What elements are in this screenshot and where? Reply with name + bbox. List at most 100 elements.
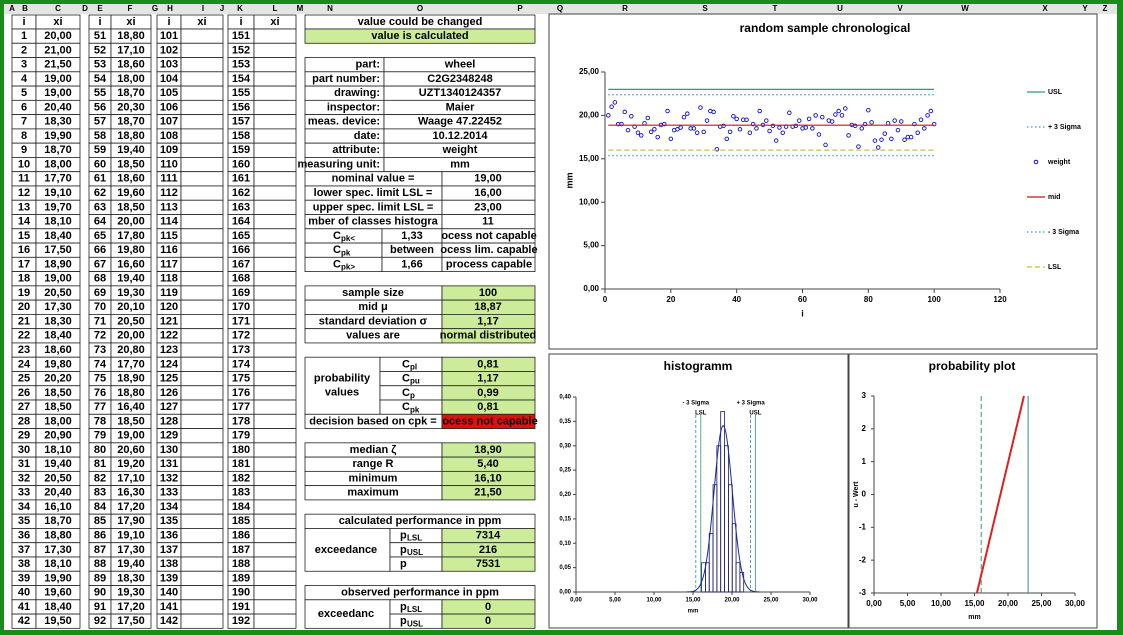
x-tick-label: 25,00 — [763, 598, 779, 604]
value-cell: 19,20 — [117, 458, 145, 470]
index-cell: 92 — [94, 615, 106, 627]
index-cell: 75 — [94, 373, 106, 385]
cell — [253, 57, 297, 73]
probability-value: 0,81 — [477, 401, 498, 413]
value-cell: 19,40 — [117, 273, 145, 285]
data-point — [701, 129, 707, 135]
robust-value: 16,10 — [474, 472, 502, 484]
symbol: C — [333, 230, 341, 242]
index-cell: 59 — [94, 144, 106, 156]
y-axis-label: mm — [564, 172, 574, 188]
data-point — [820, 114, 825, 120]
header-cell: xi — [197, 16, 206, 28]
data-point — [862, 121, 868, 127]
column-letter: F — [128, 4, 133, 13]
robust-value: 21,50 — [474, 487, 502, 499]
data-point — [629, 114, 634, 119]
index-cell: 135 — [160, 515, 178, 527]
data-point — [721, 123, 726, 129]
index-cell: 67 — [94, 258, 106, 270]
x-axis-label: i — [801, 308, 804, 318]
x-tick-label: 80 — [864, 295, 873, 304]
ppm-title: observed performance in ppm — [341, 587, 499, 599]
index-cell: 7 — [21, 116, 27, 128]
symbol: C — [402, 373, 410, 385]
index-cell: 180 — [232, 444, 250, 456]
column-letter: Z — [1103, 4, 1108, 13]
value-cell: 19,00 — [44, 87, 72, 99]
cell — [253, 542, 297, 558]
rule-text: process capable — [446, 258, 532, 270]
cell — [35, 613, 81, 629]
info-label: meas. device: — [308, 116, 380, 128]
y-tick-label: -1 — [859, 522, 867, 531]
probability-value: 0,81 — [477, 358, 498, 370]
stat-value: 1,17 — [477, 315, 498, 327]
cell — [180, 228, 224, 244]
index-cell: 87 — [94, 544, 106, 556]
value-cell: 18,50 — [117, 415, 145, 427]
cell — [253, 199, 297, 215]
symbol: C — [333, 244, 341, 256]
data-point — [902, 137, 907, 142]
robust-label: minimum — [349, 472, 398, 484]
value-cell: 18,10 — [44, 444, 72, 456]
ppm-label: exceedance — [315, 544, 377, 556]
index-cell: 24 — [18, 358, 31, 370]
index-cell: 152 — [232, 44, 250, 56]
cell — [253, 556, 297, 572]
symbol: p — [400, 529, 407, 541]
info-value: weight — [442, 144, 478, 156]
ppm-value: 7531 — [476, 558, 500, 570]
column-letter: U — [837, 4, 843, 13]
value-cell: 18,50 — [44, 401, 72, 413]
index-cell: 77 — [94, 401, 106, 413]
info-value: C2G2348248 — [427, 73, 492, 85]
chart-title: histogramm — [664, 359, 733, 373]
index-cell: 64 — [94, 216, 107, 228]
index-cell: 10 — [18, 158, 30, 170]
cell — [253, 499, 297, 515]
index-cell: 20 — [18, 301, 30, 313]
probability-value: 1,17 — [477, 373, 498, 385]
info-label: attribute: — [332, 144, 380, 156]
cell — [253, 171, 297, 187]
legend-label: + 3 Sigma — [1048, 124, 1081, 131]
header-cell: xi — [270, 16, 279, 28]
index-cell: 70 — [94, 301, 106, 313]
data-point — [915, 130, 920, 136]
index-cell: 56 — [94, 101, 106, 113]
data-point — [764, 118, 769, 123]
value-cell: 18,80 — [117, 387, 145, 399]
index-cell: 186 — [232, 529, 250, 541]
data-point — [698, 105, 703, 110]
cell — [180, 71, 224, 87]
cell — [253, 485, 297, 501]
index-cell: 189 — [232, 572, 250, 584]
limit-label: LSL — [695, 411, 707, 417]
index-cell: 183 — [232, 487, 250, 499]
index-cell: 79 — [94, 430, 106, 442]
cell — [253, 285, 297, 301]
info-label: inspector: — [327, 101, 380, 113]
symbol-sub: p — [410, 391, 415, 400]
index-cell: 165 — [232, 230, 250, 242]
legend-changed: value could be changed — [358, 16, 483, 28]
spec-label: mber of classes histogra — [308, 216, 438, 228]
cell — [180, 328, 224, 344]
data-point — [846, 133, 851, 138]
index-cell: 86 — [94, 529, 106, 541]
info-value: Waage 47.22452 — [418, 116, 502, 128]
cell — [180, 585, 224, 601]
value-cell: 19,90 — [44, 130, 72, 142]
data-point — [714, 147, 720, 152]
value-cell: 20,80 — [117, 344, 145, 356]
cell — [253, 513, 297, 529]
index-cell: 182 — [232, 472, 250, 484]
cell — [253, 599, 297, 615]
ppm-value: 216 — [479, 544, 497, 556]
cell — [180, 570, 224, 586]
data-point — [856, 144, 861, 149]
cell — [180, 313, 224, 330]
data-point — [724, 136, 730, 142]
